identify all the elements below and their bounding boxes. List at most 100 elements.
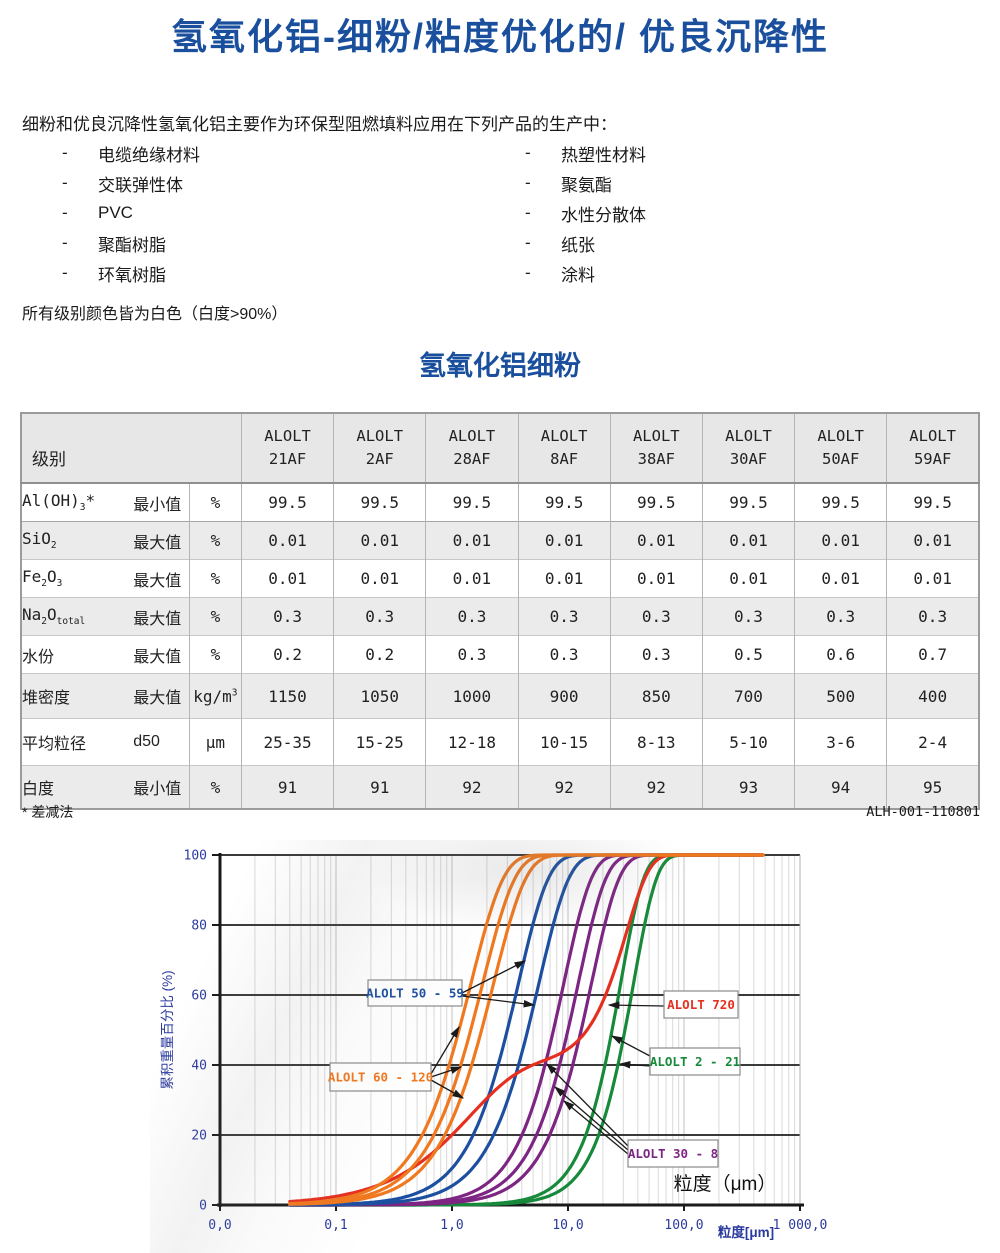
table-row: 平均粒径 d50 μm 25-35 15-25 12-18 10-15 8-13 5-10 3-6…	[21, 718, 979, 766]
value-cell: 91	[240, 765, 334, 809]
bullet-dash: -	[525, 263, 531, 282]
application-item: - 电缆绝缘材料	[62, 138, 200, 168]
annotation-label: ALOLT 50 - 59	[366, 986, 464, 1001]
application-label: 聚酯树脂	[98, 235, 166, 255]
product-header-cell: ALOLT 59AF	[886, 413, 979, 484]
value-cell: 99.5	[701, 483, 795, 522]
application-item: - 热塑性材料	[525, 138, 646, 168]
bullet-dash: -	[62, 203, 68, 222]
unit-cell: %	[188, 765, 242, 809]
value-cell: 0.3	[425, 635, 519, 674]
grade-header-cell: 级别	[21, 413, 242, 484]
param-cell: Na2Ototal	[22, 605, 86, 628]
value-cell: 92	[517, 765, 611, 809]
application-label: 涂料	[561, 265, 595, 285]
bullet-dash: -	[62, 143, 68, 162]
value-cell: 15-25	[333, 718, 426, 766]
value-cell: 0.3	[701, 597, 795, 636]
unit-cell: %	[188, 521, 242, 560]
value-cell: 99.5	[886, 483, 979, 522]
value-cell: 0.2	[333, 635, 426, 674]
param-cell: SiO2	[22, 529, 57, 552]
limit-cell: d50	[133, 733, 160, 750]
y-tick-label: 20	[191, 1129, 207, 1144]
application-item: - PVC	[62, 198, 200, 228]
unit-cell: %	[188, 559, 242, 598]
annotation-label: ALOLT 60 - 120	[328, 1070, 433, 1085]
value-cell: 0.3	[333, 597, 426, 636]
bullet-dash: -	[525, 233, 531, 252]
product-header-cell: ALOLT 21AF	[240, 413, 334, 484]
application-item: - 交联弹性体	[62, 168, 200, 198]
value-cell: 99.5	[609, 483, 703, 522]
value-cell: 0.01	[701, 521, 795, 560]
annotation-arrow	[607, 1001, 665, 1009]
product-name-line1: ALOLT	[817, 426, 864, 445]
value-cell: 0.01	[517, 521, 611, 560]
value-cell: 0.01	[794, 521, 887, 560]
param-cell: 白度	[22, 779, 55, 798]
param-cell: 堆密度	[22, 688, 71, 707]
doc-number: ALH-001-110801	[866, 804, 980, 820]
table-row: SiO2 最大值% 0.01 0.01 0.01 0.01 0.01 0.01 0.01 0.01	[21, 521, 979, 560]
value-cell: 99.5	[240, 483, 334, 522]
footnote: * 差减法	[22, 804, 74, 820]
product-name-line1: ALOLT	[448, 426, 496, 445]
application-label: 聚氨酯	[561, 175, 612, 195]
unit-cell: %	[188, 635, 242, 674]
product-header-cell: ALOLT 30AF	[701, 413, 795, 484]
x-tick-label: 1 000,0	[773, 1218, 828, 1233]
bullet-dash: -	[525, 143, 531, 162]
spec-table-wrap: 级别 ALOLT 21AF ALOLT 2AF ALOLT 28AF ALOLT 8AF ALOL…	[20, 412, 980, 810]
value-cell: 25-35	[240, 718, 334, 766]
application-label: 水性分散体	[561, 205, 646, 225]
value-cell: 850	[609, 673, 703, 719]
value-cell: 8-13	[609, 718, 703, 766]
product-name-line1: ALOLT	[356, 426, 404, 445]
product-name-line2: 30AF	[729, 450, 768, 468]
intro-text: 细粉和优良沉降性氢氧化铝主要作为环保型阻燃填料应用在下列产品的生产中：	[22, 115, 617, 134]
value-cell: 400	[886, 673, 979, 719]
annotation-arrow	[430, 1079, 465, 1099]
value-cell: 0.7	[886, 635, 979, 674]
whiteness-note: 所有级别颜色皆为白色（白度>90%）	[22, 306, 288, 323]
limit-cell: 最大值	[133, 610, 182, 628]
value-cell: 0.2	[240, 635, 334, 674]
value-cell: 99.5	[794, 483, 887, 522]
table-row: Al(OH)3* 最小值% 99.5 99.5 99.5 99.5 99.5 99.5 99.5…	[21, 483, 979, 522]
application-item: - 环氧树脂	[62, 258, 200, 288]
product-name-line2: 38AF	[637, 450, 675, 468]
value-cell: 0.01	[609, 559, 703, 598]
application-label: 交联弹性体	[98, 175, 183, 195]
value-cell: 91	[333, 765, 426, 809]
x-tick-label: 0,1	[324, 1218, 347, 1233]
value-cell: 0.01	[886, 559, 979, 598]
y-tick-label: 0	[199, 1199, 207, 1214]
page-title: 氢氧化铝-细粉/粘度优化的/ 优良沉降性	[171, 16, 829, 57]
application-item: - 聚氨酯	[525, 168, 646, 198]
x-tick-label: 100,0	[664, 1218, 703, 1233]
value-cell: 0.3	[609, 635, 703, 674]
value-cell: 0.01	[886, 521, 979, 560]
product-name-line2: 21AF	[268, 450, 307, 468]
bullet-dash: -	[62, 173, 68, 192]
x-axis-title-inner: 粒度（μm）	[674, 1173, 777, 1195]
value-cell: 900	[517, 673, 611, 719]
annotation-arrow	[618, 1060, 651, 1069]
particle-size-chart: 0 20 40 60 80 100 0,0 0,1 1,0 10,0 100,0 1 000,0 累积重…	[150, 840, 870, 1253]
x-tick-label: 1,0	[440, 1218, 463, 1233]
value-cell: 5-10	[701, 718, 795, 766]
value-cell: 0.3	[517, 635, 611, 674]
table-row: Na2Ototal 最大值% 0.3 0.3 0.3 0.3 0.3 0.3 0.3 0.3	[21, 597, 979, 636]
bullet-dash: -	[62, 233, 68, 252]
application-item: - 涂料	[525, 258, 646, 288]
value-cell: 95	[886, 765, 979, 809]
param-cell: 水份	[22, 646, 55, 666]
value-cell: 0.6	[794, 635, 887, 674]
value-cell: 0.01	[794, 559, 887, 598]
product-header-cell: ALOLT 50AF	[794, 413, 887, 484]
curve-ALOLT 60 - 120	[288, 853, 765, 1206]
value-cell: 0.01	[240, 521, 334, 560]
y-tick-label: 40	[191, 1059, 207, 1074]
value-cell: 0.3	[886, 597, 979, 636]
